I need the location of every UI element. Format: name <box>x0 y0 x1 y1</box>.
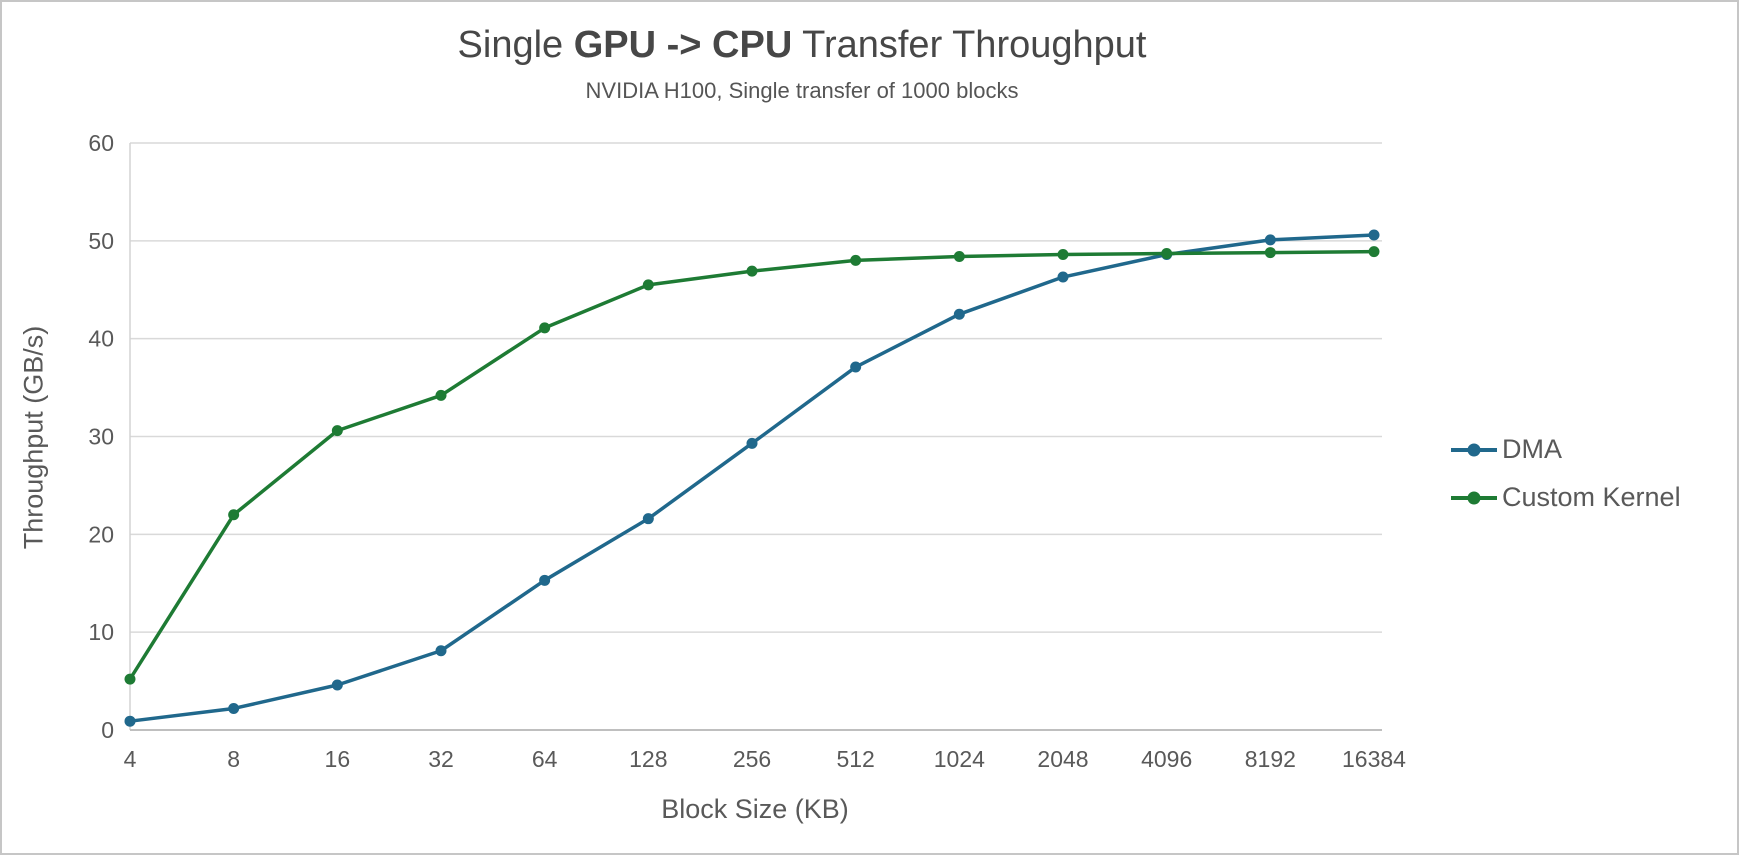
legend-label-dma: DMA <box>1502 434 1562 464</box>
data-point-dma <box>642 513 654 525</box>
data-point-dma <box>539 574 551 586</box>
y-axis-title: Throughput (GB/s) <box>18 325 49 550</box>
x-tick-label: 8 <box>227 746 240 772</box>
chart-title-prefix: Single <box>457 24 574 66</box>
x-axis-title: Block Size (KB) <box>661 794 849 824</box>
x-tick-label: 512 <box>836 746 874 772</box>
x-tick-label: 8192 <box>1245 746 1296 772</box>
data-point-dma <box>1368 229 1380 241</box>
data-point-custom-kernel <box>850 254 862 266</box>
x-tick-label: 256 <box>733 746 771 772</box>
legend-item-custom-kernel: Custom Kernel <box>1450 482 1681 513</box>
data-point-dma <box>124 715 136 727</box>
y-tick-label: 10 <box>88 619 114 645</box>
x-tick-label: 32 <box>428 746 454 772</box>
data-point-dma <box>850 361 862 373</box>
series-line-dma <box>128 233 1376 723</box>
legend: DMA Custom Kernel <box>1450 434 1681 513</box>
x-tick-label: 128 <box>629 746 667 772</box>
x-tick-label: 1024 <box>934 746 985 772</box>
y-tick-label: 40 <box>88 326 114 352</box>
chart-title-bold: GPU -> CPU <box>573 24 793 66</box>
y-tick-label: 50 <box>88 228 114 254</box>
data-point-custom-kernel <box>1057 249 1069 261</box>
x-tick-label: 64 <box>532 746 558 772</box>
data-point-dma <box>1264 234 1276 246</box>
data-point-dma <box>1057 271 1069 283</box>
data-point-custom-kernel <box>746 265 758 277</box>
chart-subtitle: NVIDIA H100, Single transfer of 1000 blo… <box>585 78 1019 103</box>
data-point-custom-kernel <box>1161 248 1173 260</box>
custom-kernel-series-marker-icon <box>1451 491 1497 504</box>
data-point-dma <box>746 437 758 449</box>
legend-label-custom-kernel: Custom Kernel <box>1502 482 1681 512</box>
data-point-custom-kernel <box>1368 246 1380 258</box>
data-point-custom-kernel <box>1264 247 1276 259</box>
legend-item-dma: DMA <box>1450 434 1681 465</box>
y-tick-label: 30 <box>88 424 114 450</box>
dma-series-marker-icon <box>1451 443 1497 456</box>
data-point-dma <box>331 679 343 691</box>
data-point-dma <box>228 702 240 714</box>
data-point-custom-kernel <box>228 509 240 521</box>
data-point-custom-kernel <box>124 673 136 685</box>
y-tick-label: 0 <box>101 717 114 743</box>
x-tick-label: 2048 <box>1037 746 1088 772</box>
y-tick-label: 60 <box>88 130 114 156</box>
series-line-custom-kernel <box>128 249 1376 681</box>
data-point-custom-kernel <box>435 389 447 401</box>
y-tick-label: 20 <box>88 521 114 547</box>
x-tick-label: 4 <box>124 746 137 772</box>
chart-title-suffix: Transfer Throughput <box>792 24 1147 66</box>
x-tick-label: 16 <box>325 746 351 772</box>
x-tick-label: 4096 <box>1141 746 1192 772</box>
data-point-custom-kernel <box>539 322 551 334</box>
data-point-custom-kernel <box>642 279 654 291</box>
x-tick-label: 16384 <box>1342 746 1406 772</box>
data-point-custom-kernel <box>953 250 965 262</box>
data-point-dma <box>953 308 965 320</box>
data-point-dma <box>435 645 447 657</box>
data-point-custom-kernel <box>331 425 343 437</box>
chart-title: Single GPU -> CPU Transfer Throughput <box>2 24 1602 67</box>
